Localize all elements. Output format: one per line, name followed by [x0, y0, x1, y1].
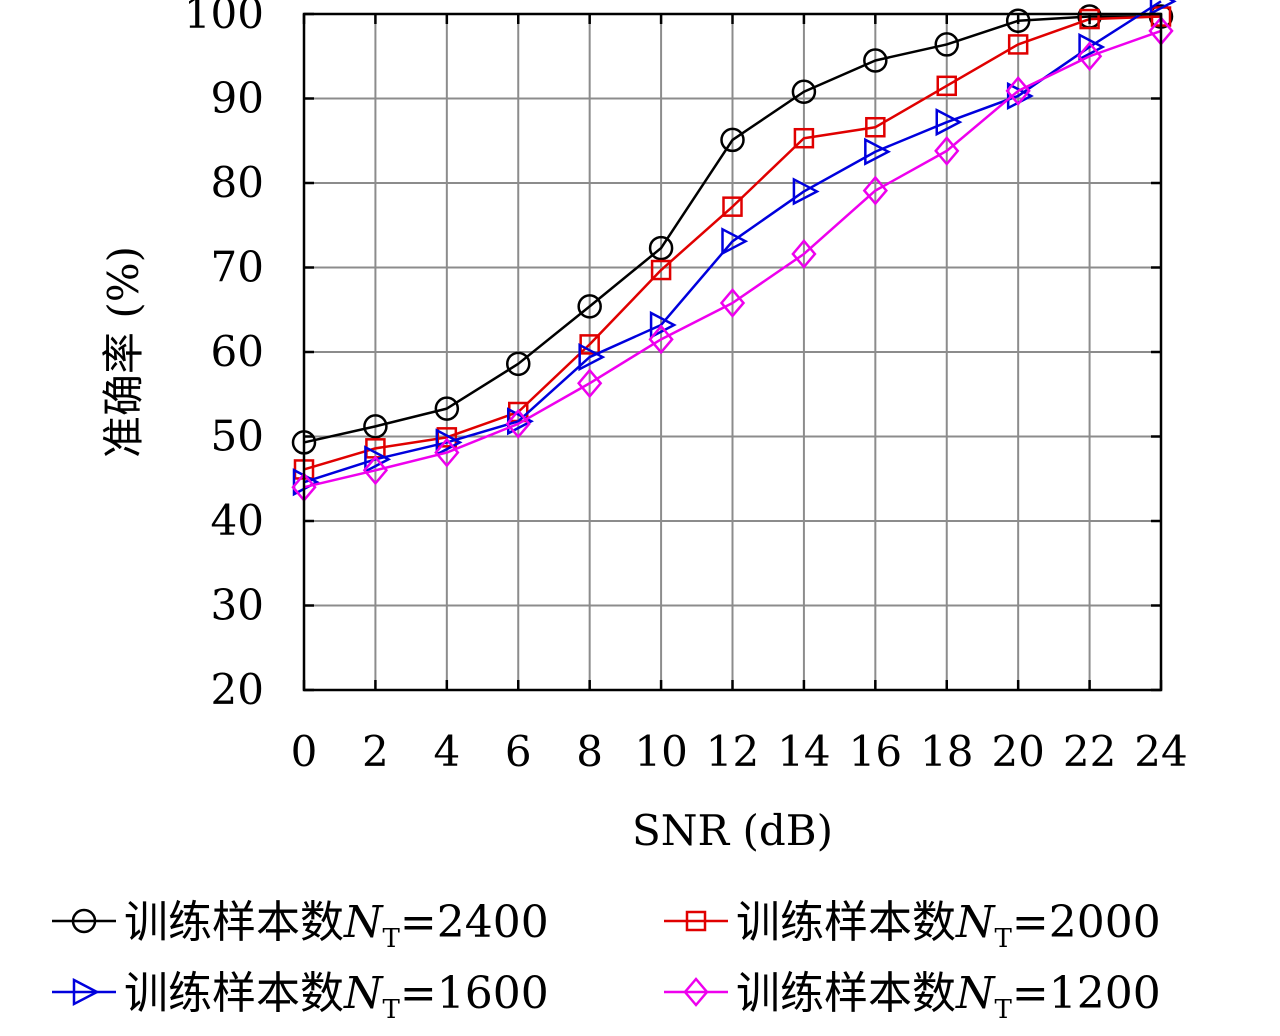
data-point-marker — [1076, 41, 1103, 72]
y-tick-label: 90 — [211, 74, 264, 123]
data-point-marker — [791, 79, 817, 104]
legend-entry-2: 训练样本数NT=1600 — [52, 968, 549, 1025]
data-point-marker — [362, 455, 389, 486]
y-tick-label: 80 — [211, 158, 264, 207]
x-tick-label: 18 — [920, 727, 973, 776]
x-tick-label: 12 — [706, 727, 759, 776]
data-point-marker — [793, 127, 815, 149]
data-point-marker — [434, 396, 460, 421]
y-axis-label: 准确率 (%) — [99, 246, 148, 458]
legend-entry-3: 训练样本数NT=1200 — [664, 968, 1161, 1025]
data-point-marker — [1005, 8, 1031, 34]
y-tick-label: 30 — [211, 581, 264, 630]
data-point-marker — [863, 48, 888, 73]
x-tick-label: 16 — [849, 727, 902, 776]
legend-entry-0: 训练样本数NT=2400 — [52, 897, 549, 954]
data-point-marker — [649, 310, 677, 340]
y-tick-label: 20 — [211, 665, 264, 714]
data-point-marker — [1007, 34, 1029, 55]
data-point-marker — [862, 175, 888, 206]
data-point-marker — [934, 32, 959, 57]
data-point-marker — [363, 414, 388, 439]
data-point-marker — [1149, 0, 1177, 16]
series-line — [303, 0, 1162, 484]
x-tick-label: 6 — [505, 727, 532, 776]
data-point-marker — [1005, 75, 1031, 106]
data-point-marker — [364, 445, 392, 474]
series-line — [303, 15, 1162, 471]
y-tick-label: 100 — [184, 0, 264, 38]
legend-entry-1: 训练样本数NT=2000 — [664, 897, 1161, 954]
data-point-marker — [505, 408, 531, 439]
data-point-marker — [434, 437, 460, 468]
series-3 — [291, 15, 1174, 503]
legend-marker — [72, 977, 100, 1007]
legend-marker — [685, 910, 707, 932]
legend-label: 训练样本数NT=2400 — [124, 897, 549, 954]
data-point-marker — [577, 368, 603, 399]
data-point-marker — [792, 177, 820, 206]
data-point-marker — [650, 259, 672, 281]
data-point-marker — [648, 235, 674, 261]
data-point-marker — [865, 116, 886, 138]
legend-label: 训练样本数NT=2000 — [736, 897, 1161, 954]
data-point-marker — [506, 351, 531, 377]
data-point-marker — [719, 288, 746, 318]
data-point-marker — [648, 324, 674, 355]
x-tick-label: 22 — [1063, 727, 1116, 776]
data-point-marker — [1078, 32, 1106, 62]
data-point-marker — [935, 108, 963, 137]
x-tick-label: 4 — [433, 727, 460, 776]
legend-marker — [683, 977, 709, 1007]
data-point-marker — [577, 294, 602, 319]
data-point-marker — [435, 428, 463, 457]
series-2 — [292, 0, 1177, 497]
x-tick-label: 24 — [1134, 727, 1187, 776]
legend-marker — [71, 908, 97, 934]
data-point-marker — [721, 227, 749, 256]
y-tick-label: 40 — [211, 496, 264, 545]
data-point-marker — [864, 137, 892, 166]
series-line — [303, 29, 1162, 489]
legend-label: 训练样本数NT=1600 — [124, 968, 549, 1025]
x-tick-label: 20 — [991, 727, 1044, 776]
data-point-marker — [1079, 8, 1100, 30]
legend: 训练样本数NT=2400 训练样本数NT=2000 训练样本数NT=1600 训练样本… — [52, 897, 1161, 1025]
legend-label: 训练样本数NT=1200 — [736, 968, 1161, 1025]
x-tick-label: 10 — [634, 727, 687, 776]
data-point-marker — [720, 127, 745, 153]
grid-layer — [303, 13, 1162, 691]
data-point-marker — [936, 75, 957, 97]
y-tick-label: 60 — [211, 327, 264, 376]
x-tick-label: 14 — [777, 727, 830, 776]
data-point-marker — [578, 343, 606, 372]
data-point-marker — [791, 239, 817, 269]
x-tick-label: 8 — [576, 727, 603, 776]
x-tick-label: 0 — [291, 727, 318, 776]
data-point-marker — [934, 135, 960, 166]
y-tick-label: 70 — [211, 243, 264, 292]
x-tick-label: 2 — [362, 727, 389, 776]
y-tick-label: 50 — [211, 412, 264, 461]
x-axis-label: SNR (dB) — [632, 806, 833, 855]
data-point-marker — [722, 196, 743, 217]
